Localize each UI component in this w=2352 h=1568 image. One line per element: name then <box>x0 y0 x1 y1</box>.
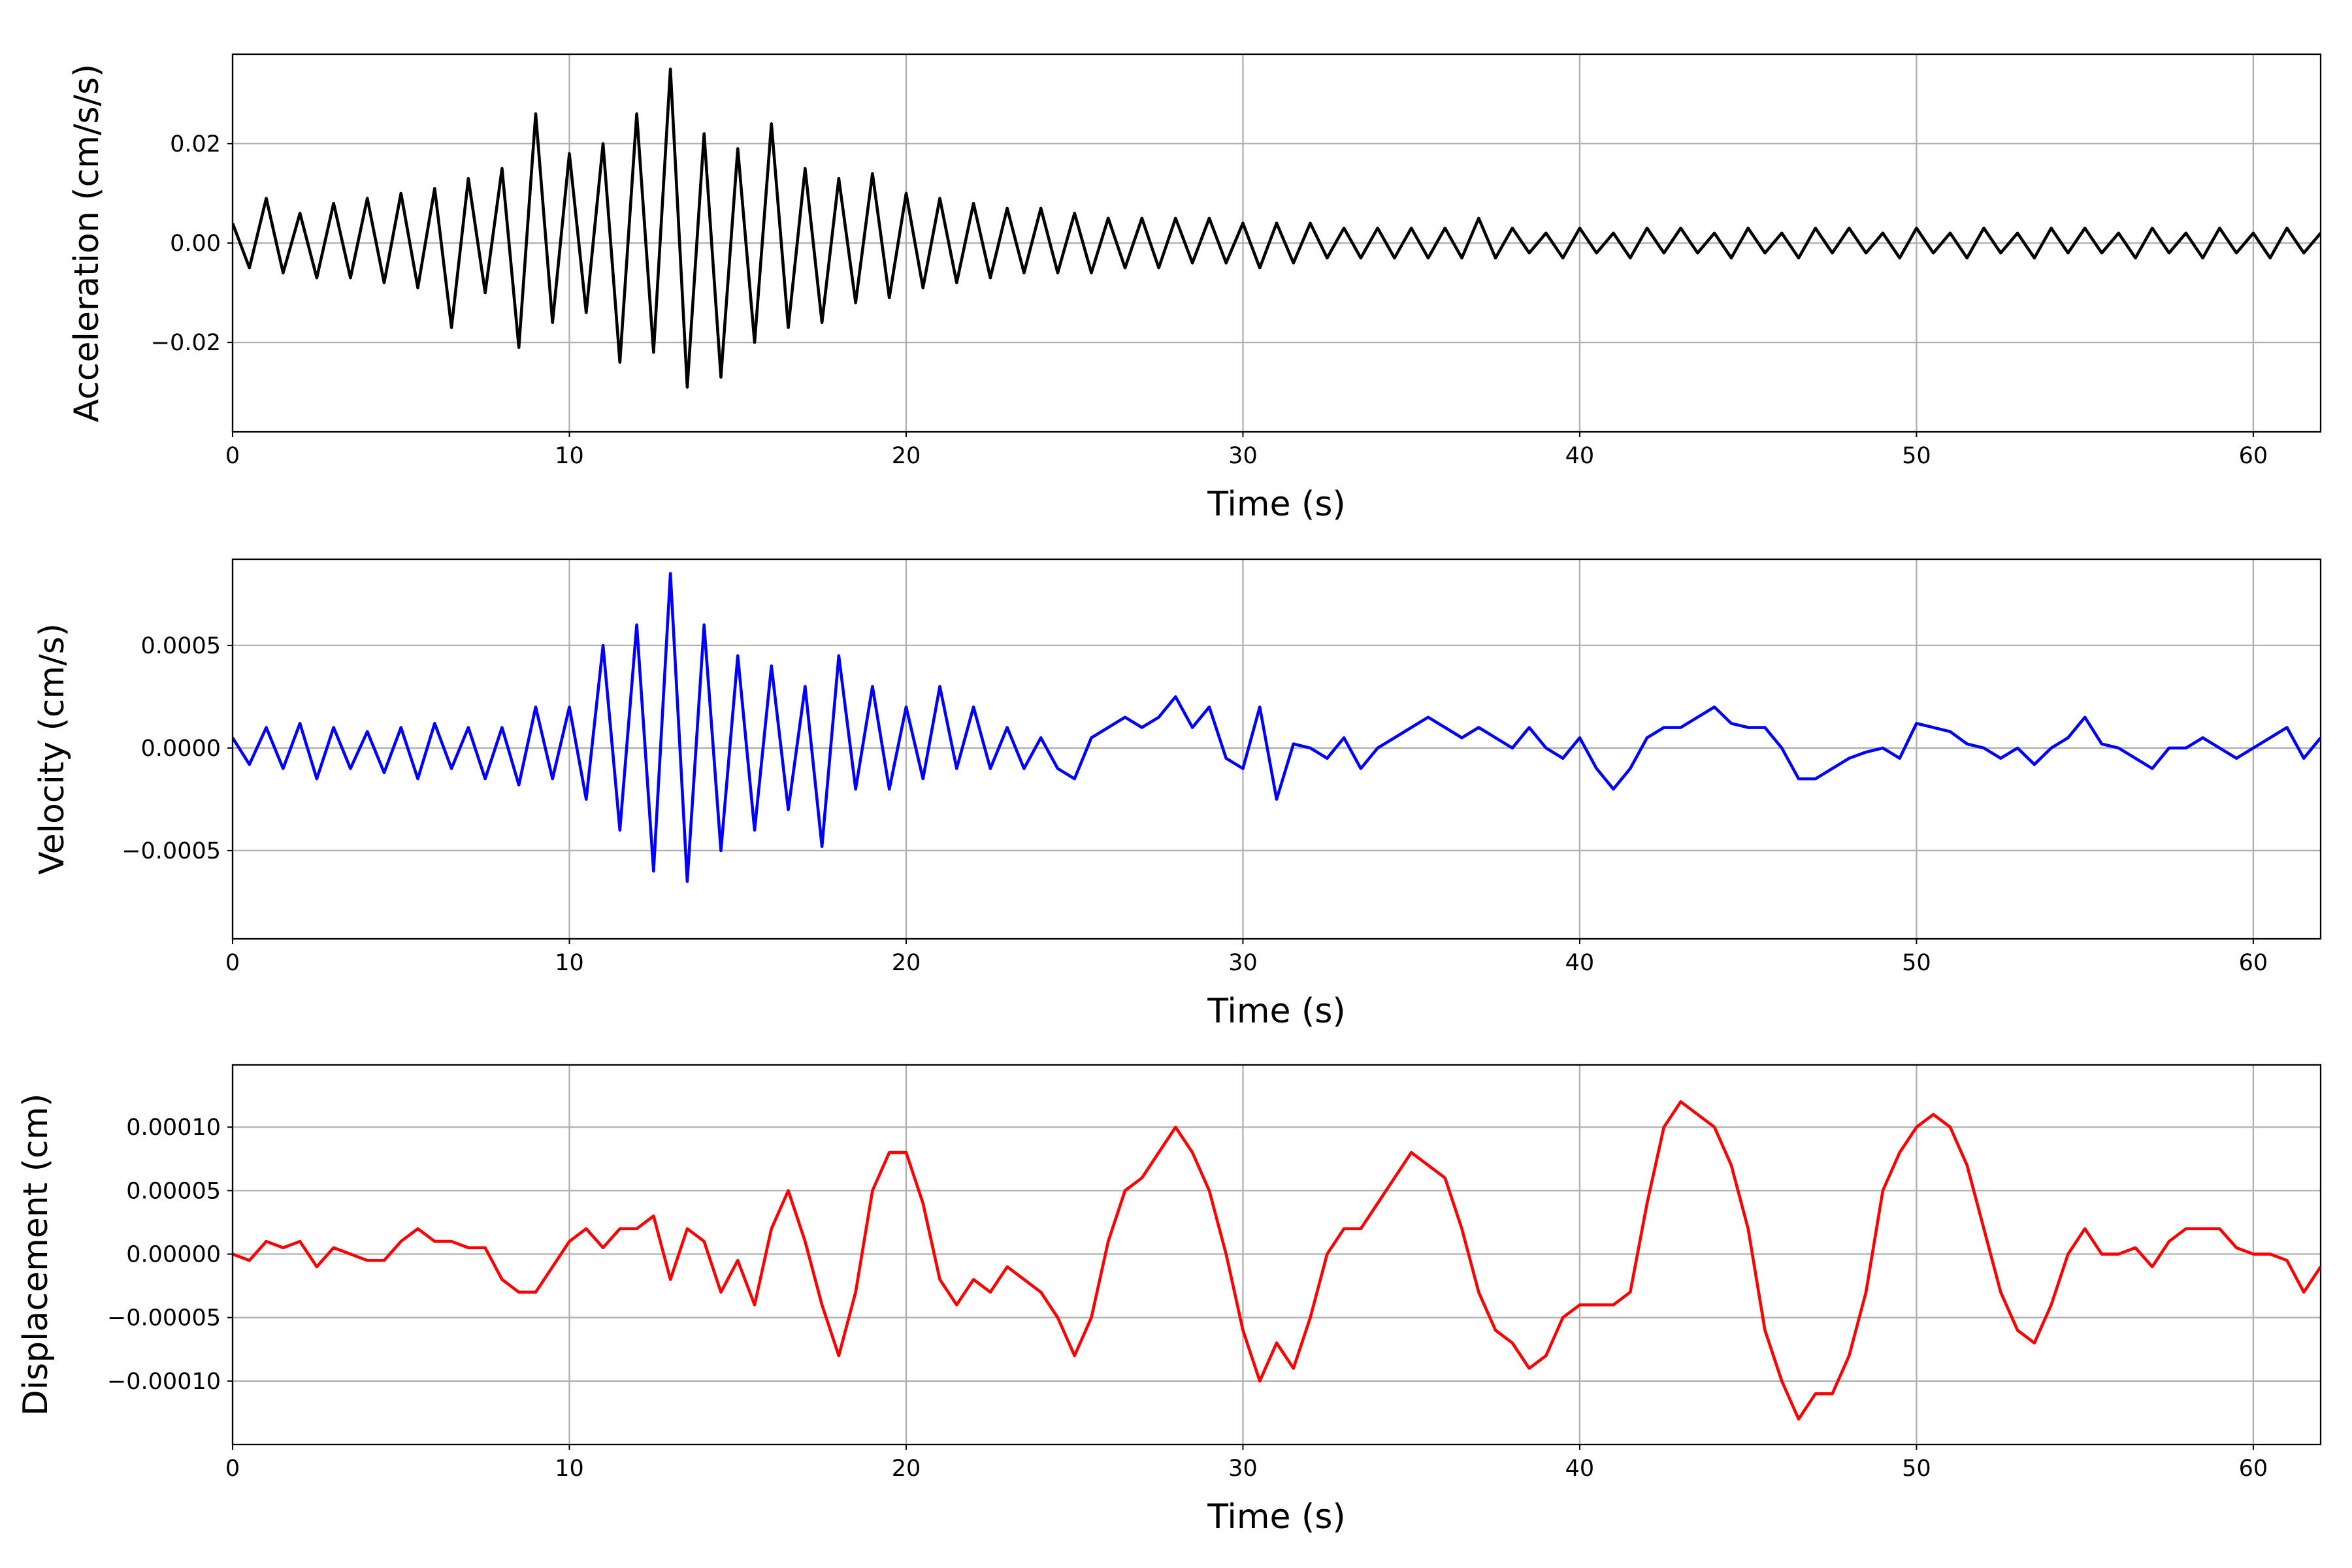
y-tick-label: −0.00005 <box>107 1305 221 1331</box>
data-line <box>233 572 2321 883</box>
x-tick-label: 40 <box>1565 950 1595 976</box>
subplot: 0 10 20 30 40 50 60 −0.02 0.00 0.02 Time (s) Accele… <box>67 53 2322 524</box>
y-tick-label: 0.0005 <box>141 633 221 659</box>
axes-frame <box>231 1064 2322 1446</box>
x-tick-label: 40 <box>1565 443 1595 469</box>
x-tick-label: 20 <box>892 1456 921 1482</box>
x-tick-label: 10 <box>555 443 584 469</box>
x-axis-label: Time (s) <box>1207 992 1345 1031</box>
x-tick-label: 10 <box>555 1456 584 1482</box>
subplot: 0 10 20 30 40 50 60 −0.00010 −0.00005 0.00000 0.00… <box>16 1064 2322 1537</box>
axes-frame <box>231 53 2322 433</box>
x-tick-label: 40 <box>1565 1456 1595 1482</box>
x-tick-label: 20 <box>892 950 921 976</box>
y-tick-label: 0.00000 <box>126 1242 221 1268</box>
axes-frame <box>231 558 2322 940</box>
x-tick-label: 0 <box>225 1456 240 1482</box>
x-tick-label: 50 <box>1902 950 1931 976</box>
x-tick-label: 30 <box>1228 1456 1258 1482</box>
y-tick-label: 0.00010 <box>126 1115 221 1141</box>
x-tick-label: 10 <box>555 950 584 976</box>
x-axis-label: Time (s) <box>1207 485 1345 524</box>
data-line <box>233 1100 2321 1421</box>
x-tick-label: 60 <box>2239 1456 2268 1482</box>
y-tick-label: −0.02 <box>151 330 221 356</box>
subplot: 0 10 20 30 40 50 60 −0.0005 0.0000 0.0005 Time (s)… <box>33 558 2322 1031</box>
x-tick-label: 60 <box>2239 443 2268 469</box>
x-axis-label: Time (s) <box>1207 1497 1345 1537</box>
x-tick-label: 50 <box>1902 443 1931 469</box>
y-axis-label: Displacement (cm) <box>16 1094 56 1416</box>
x-tick-label: 0 <box>225 443 240 469</box>
x-tick-label: 0 <box>225 950 240 976</box>
y-tick-label: −0.00010 <box>107 1369 221 1395</box>
x-tick-label: 50 <box>1902 1456 1931 1482</box>
x-tick-label: 30 <box>1228 443 1258 469</box>
y-tick-label: 0.00 <box>170 231 221 257</box>
y-axis-label: Acceleration (cm/s/s) <box>67 64 106 423</box>
y-tick-label: 0.0000 <box>141 736 221 762</box>
x-tick-label: 20 <box>892 443 921 469</box>
x-tick-label: 30 <box>1228 950 1258 976</box>
x-tick-label: 60 <box>2239 950 2268 976</box>
y-axis-label: Velocity (cm/s) <box>33 623 72 875</box>
y-tick-label: 0.02 <box>170 131 221 157</box>
data-line <box>233 67 2321 389</box>
y-tick-label: 0.00005 <box>126 1178 221 1204</box>
y-tick-label: −0.0005 <box>122 838 221 864</box>
